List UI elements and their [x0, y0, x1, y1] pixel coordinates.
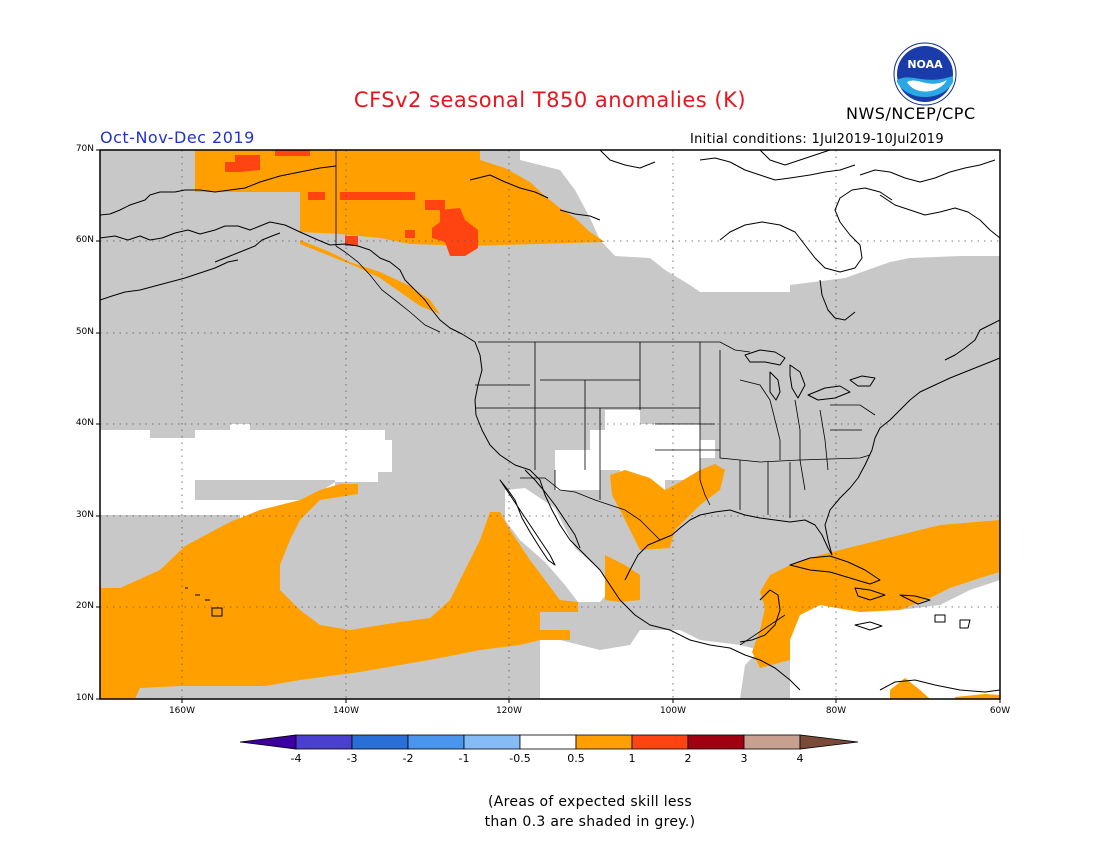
colorbar-segment [295, 734, 353, 750]
strong-warm-anomaly-regions [225, 150, 478, 256]
colorbar-segment [407, 734, 465, 750]
colorbar-segment [799, 734, 859, 750]
colorbar-segment [687, 734, 745, 750]
colorbar-label: -2 [402, 752, 414, 765]
lon-label: 140W [332, 706, 360, 716]
colorbar-segment [743, 734, 801, 750]
lon-label: 120W [495, 706, 523, 716]
colorbar-segment [519, 734, 577, 750]
organization-label: NWS/NCEP/CPC [846, 104, 976, 123]
colorbar-segment [463, 734, 521, 750]
warm-anomaly-regions [100, 150, 1000, 699]
chart-title: CFSv2 seasonal T850 anomalies (K) [353, 88, 747, 112]
lat-label: 20N [75, 601, 94, 611]
initial-conditions-label: Initial conditions: 1Jul2019-10Jul2019 [690, 132, 944, 147]
lon-label: 100W [659, 706, 687, 716]
colorbar-segment [575, 734, 633, 750]
lat-label: 10N [75, 693, 94, 703]
political-boundaries [335, 150, 876, 646]
lon-label: 160W [168, 706, 196, 716]
svg-text:NOAA: NOAA [907, 58, 943, 71]
colorbar [239, 734, 859, 750]
lat-label: 60N [75, 235, 94, 245]
noaa-logo-icon: NOAA [893, 42, 957, 106]
season-label: Oct-Nov-Dec 2019 [100, 128, 255, 147]
lat-label: 30N [75, 510, 94, 520]
neutral-anomaly-regions [100, 150, 1000, 699]
colorbar-label: 0.5 [567, 752, 585, 765]
map-gridlines [100, 150, 1000, 699]
colorbar-segment [631, 734, 689, 750]
skill-note-line1: (Areas of expected skill less [488, 794, 692, 810]
lat-label: 70N [75, 144, 94, 154]
coastlines [100, 150, 1000, 693]
colorbar-label: 3 [740, 752, 748, 765]
colorbar-label: 2 [684, 752, 692, 765]
lon-label: 80W [825, 706, 847, 716]
colorbar-label: -3 [346, 752, 358, 765]
skill-note-line2: than 0.3 are shaded in grey.) [484, 814, 696, 830]
colorbar-label: -0.5 [509, 752, 531, 765]
skill-note: (Areas of expected skill less than 0.3 a… [440, 792, 740, 832]
lat-label: 50N [75, 327, 94, 337]
colorbar-segment [239, 734, 297, 750]
colorbar-segment [351, 734, 409, 750]
lat-label: 40N [75, 418, 94, 428]
colorbar-label: -4 [290, 752, 302, 765]
lon-label: 60W [989, 706, 1011, 716]
colorbar-label: -1 [458, 752, 470, 765]
colorbar-label: 1 [628, 752, 636, 765]
colorbar-label: 4 [796, 752, 804, 765]
axis-ticks [96, 149, 1001, 703]
